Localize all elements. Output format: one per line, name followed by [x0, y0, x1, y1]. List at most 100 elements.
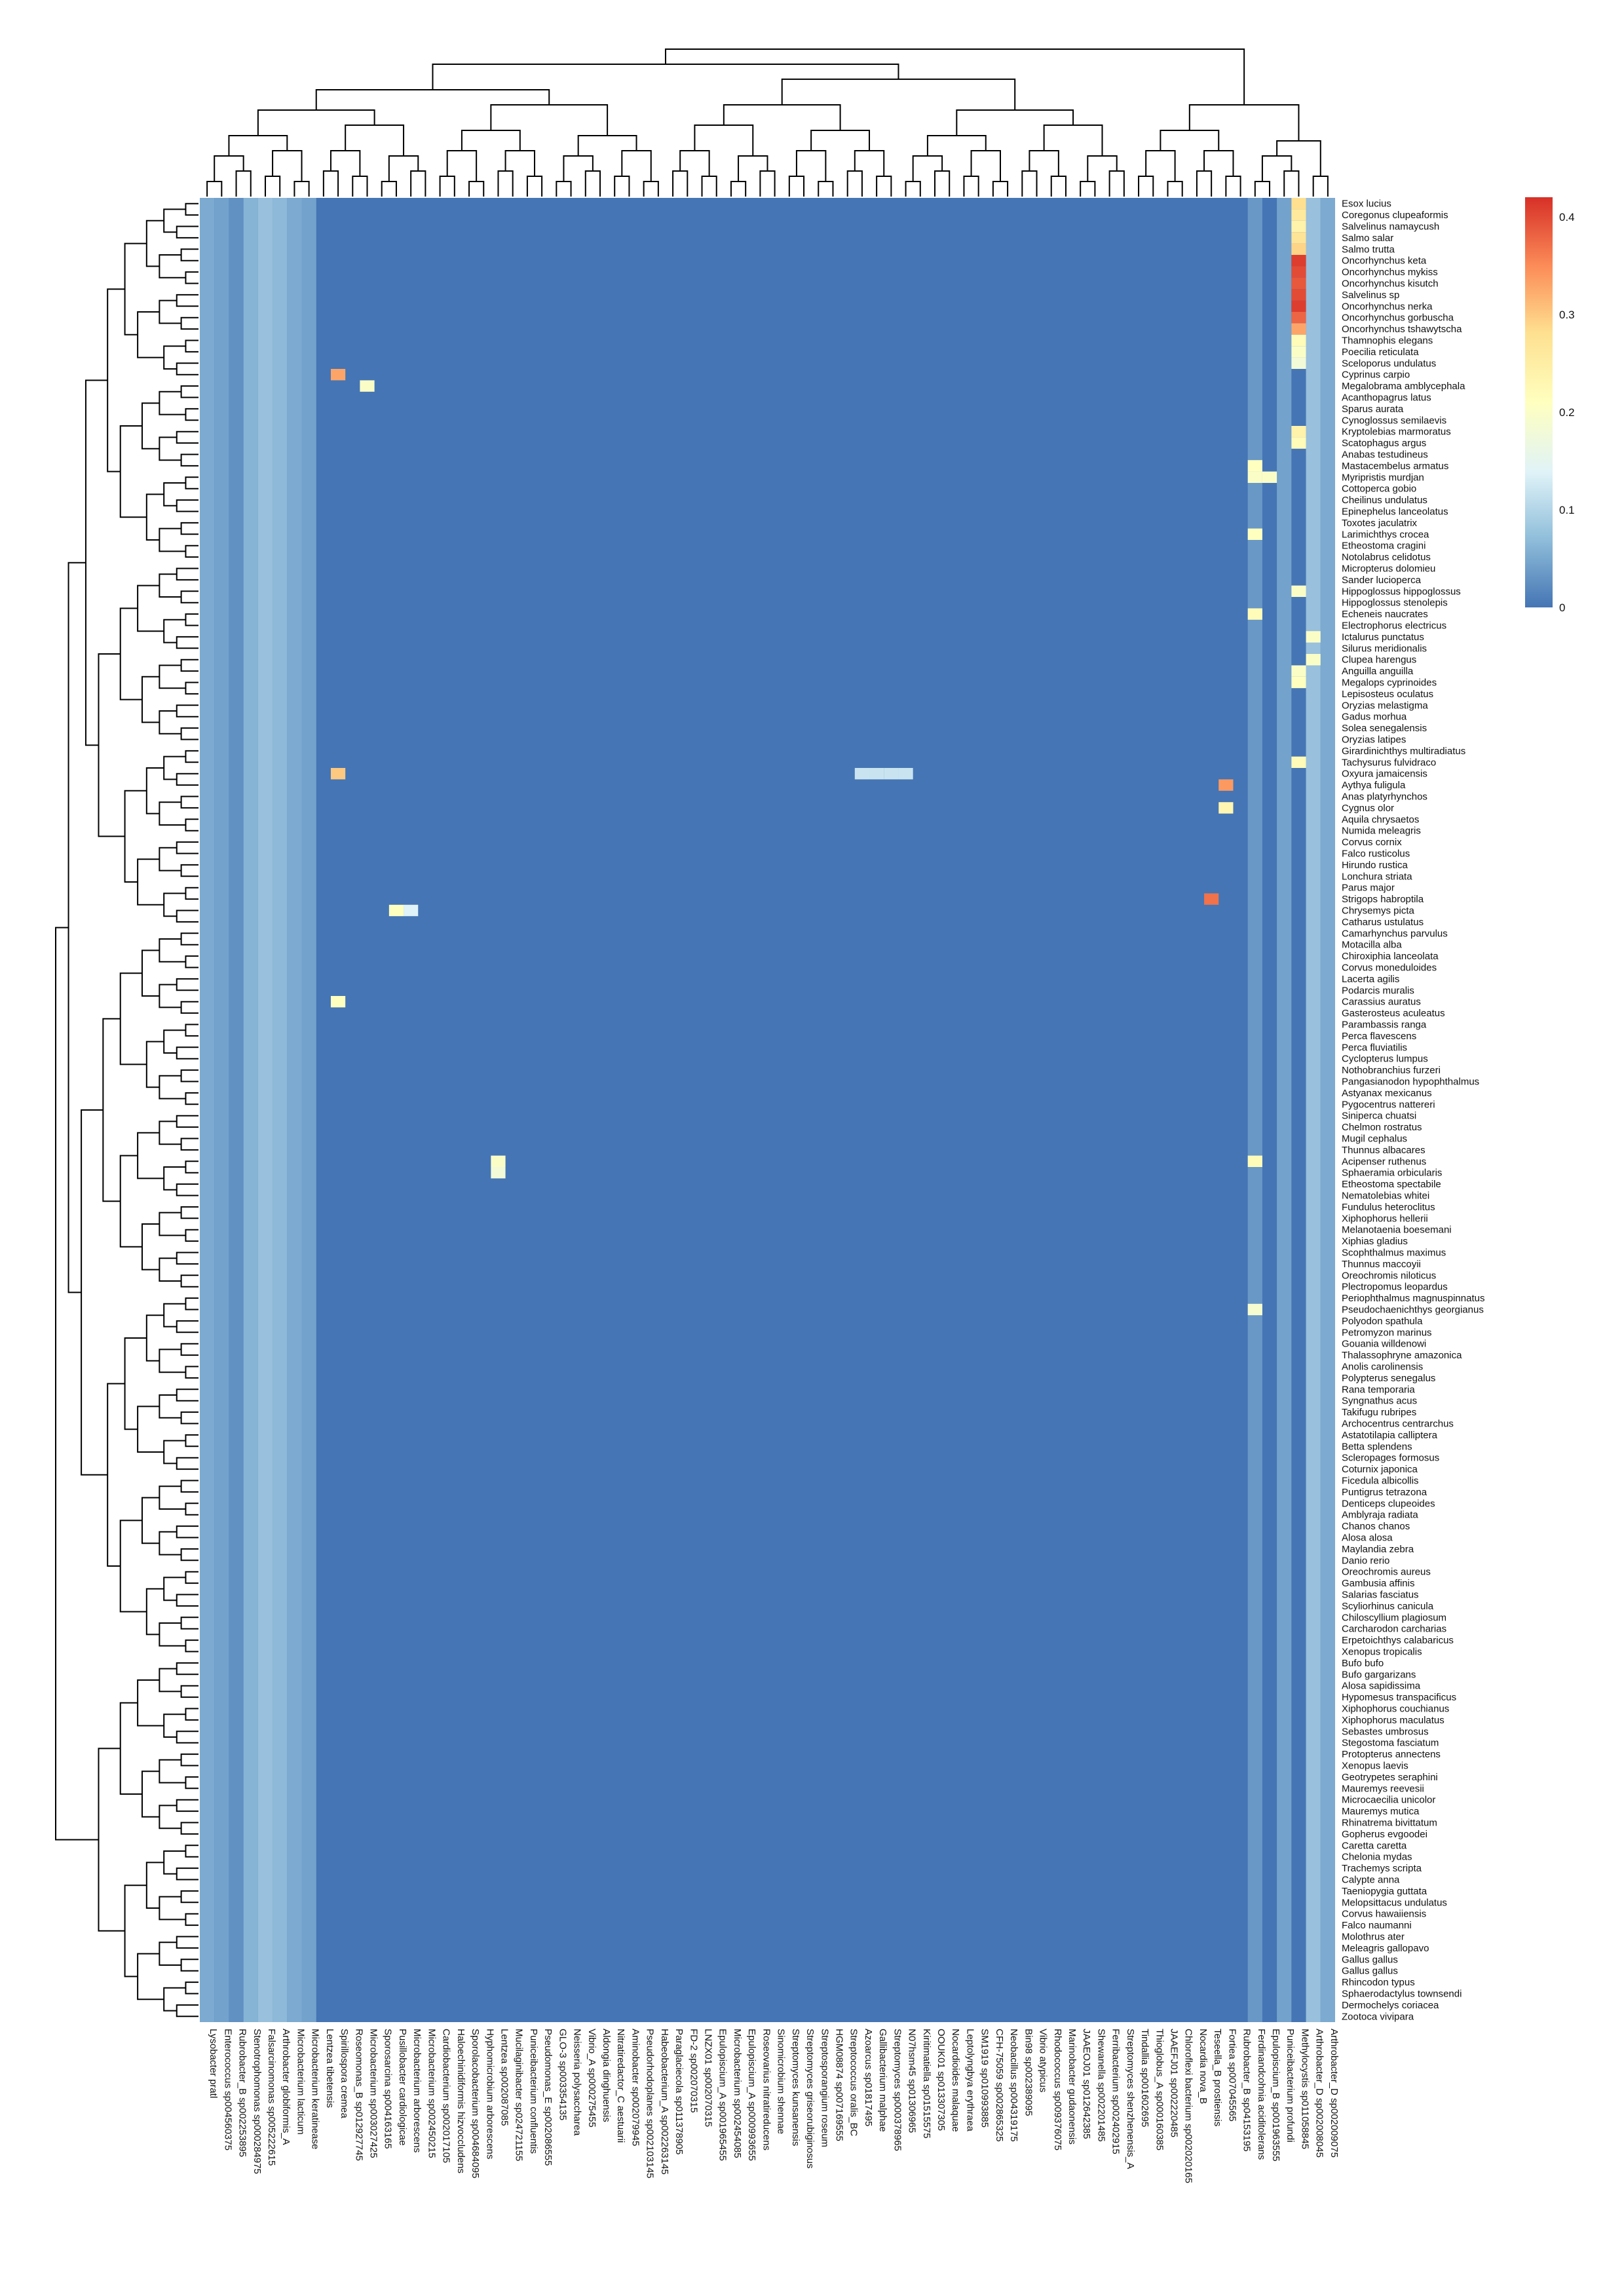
row-label: Cheilinus undulatus [1342, 495, 1427, 506]
row-dendrogram-link [159, 1075, 186, 1100]
row-label: Molothrus ater [1342, 1932, 1405, 1943]
row-dendrogram-link [185, 408, 198, 421]
row-label: Chiloscyllium plagiosum [1342, 1612, 1446, 1623]
row-label: Scophthalmus maximus [1342, 1248, 1446, 1259]
row-dendrogram-link [185, 681, 198, 695]
row-dendrogram-link [159, 1668, 181, 1693]
row-dendrogram-link [119, 607, 142, 700]
row-label: Aythya fuligula [1342, 780, 1406, 791]
column-label: Arthrobacter globiformis_A [280, 2029, 292, 2145]
row-label: Plectropomus leopardus [1342, 1282, 1448, 1293]
row-label: Mastacembelus armatus [1342, 461, 1448, 472]
row-label: Puntigrus tetrazona [1342, 1487, 1427, 1498]
column-dendrogram-link [1087, 155, 1118, 182]
column-labels: Lysobacter pratl Enterococcus sp004560375… [208, 2029, 1340, 2183]
column-dendrogram-link [723, 104, 841, 130]
row-label: Takifugu rubripes [1342, 1407, 1416, 1418]
row-label: Xenopus tropicalis [1342, 1647, 1422, 1658]
heatmap-band [273, 198, 288, 2022]
row-label: Taeniopygia guttata [1342, 1886, 1427, 1897]
row-dendrogram-link [163, 1303, 186, 1328]
column-label: Microbacterium arborescens [411, 2029, 423, 2152]
column-dendrogram-link [846, 170, 863, 197]
row-dendrogram-link [163, 1440, 186, 1464]
row-label: Coregonus clupeaformis [1342, 210, 1448, 221]
column-label: Roseomonas_B sp012927745 [353, 2029, 364, 2161]
heatmap-cells [330, 198, 1321, 1316]
column-dendrogram-link [584, 170, 601, 197]
row-label: Erpetoichthys calabaricus [1342, 1635, 1454, 1646]
row-label: Myripristis murdjan [1342, 472, 1424, 483]
row-label: Ficedula albicollis [1342, 1476, 1419, 1487]
heatmap-cell [1291, 232, 1306, 244]
column-dendrogram-link [490, 104, 609, 136]
row-dendrogram-link [163, 482, 186, 507]
row-label: Lacerta agilis [1342, 974, 1399, 985]
heatmap-cell [1291, 266, 1306, 278]
column-dendrogram-link [315, 88, 550, 110]
row-label: Geotrypetes seraphini [1342, 1772, 1438, 1783]
row-dendrogram-link [107, 288, 125, 472]
row-dendrogram-link [159, 801, 186, 826]
column-label: Lysobacter pratl [208, 2029, 219, 2098]
row-dendrogram-link [159, 1212, 186, 1236]
row-dendrogram-link [141, 1770, 160, 1818]
row-dendrogram-link [163, 756, 186, 780]
row-dendrogram-link [176, 1115, 198, 1128]
row-label: Clupea harengus [1342, 655, 1416, 666]
column-dendrogram-link [352, 176, 368, 197]
row-dendrogram-link [180, 522, 198, 535]
row-dendrogram-link [185, 545, 198, 558]
row-dendrogram-link [185, 1024, 198, 1037]
column-dendrogram-link [330, 149, 361, 177]
column-dendrogram-link [264, 176, 281, 197]
column-label: Methylocystis sp011058845 [1299, 2029, 1310, 2149]
column-dendrogram-link [905, 181, 921, 197]
column-label: Neobacillus sp004319175 [1008, 2029, 1019, 2142]
column-dendrogram-link [738, 155, 768, 182]
row-label: Parus major [1342, 883, 1395, 894]
heatmap-cell [330, 768, 346, 780]
column-label: Ferdinandcohnia aciditolerans [1256, 2029, 1267, 2160]
heatmap-cell [1291, 756, 1306, 768]
row-label: Lonchura striata [1342, 871, 1412, 882]
row-label: Oncorhynchus keta [1342, 256, 1427, 267]
heatmap-cell [1247, 460, 1262, 472]
heatmap-cell [869, 768, 884, 780]
row-dendrogram-link [159, 1759, 186, 1784]
heatmap-cell [1247, 608, 1262, 620]
colorbar-tick-label: 0 [1559, 602, 1565, 614]
row-label: Cottoperca gobio [1342, 484, 1416, 495]
heatmap-band [200, 198, 215, 2022]
heatmap-background [200, 198, 1335, 2022]
column-label: Leptolyngbya erythraea [964, 2029, 975, 2132]
row-dendrogram-link [176, 704, 198, 718]
row-label: Larimichthys crocea [1342, 529, 1429, 540]
row-label: Megalobrama amblycephala [1342, 381, 1465, 392]
row-dendrogram-link [180, 1343, 198, 1356]
row-label: Astyanax mexicanus [1342, 1088, 1432, 1099]
heatmap-cell [1291, 243, 1306, 255]
row-dendrogram-link [180, 590, 198, 603]
row-label: Oncorhynchus gorbuscha [1342, 313, 1454, 324]
colorbar-ticks: 0 0.1 0.2 0.3 0.4 [1559, 211, 1575, 614]
row-dendrogram-link [159, 391, 186, 415]
row-label: Oryzias latipes [1342, 735, 1406, 746]
column-label: Ferribacterium sp002402915 [1110, 2029, 1122, 2154]
heatmap-cell [491, 1167, 506, 1179]
row-label: Gouania willdenowi [1342, 1339, 1426, 1350]
row-label: Syngnathus acus [1342, 1396, 1417, 1407]
row-dendrogram-link [159, 710, 181, 735]
row-dendrogram-link [159, 1805, 181, 1829]
column-dendrogram-link [1254, 181, 1271, 197]
row-dendrogram-link [176, 1936, 198, 1949]
heatmap-cell [491, 1155, 506, 1167]
row-dendrogram-link [159, 1942, 181, 1966]
row-label: Hirundo rustica [1342, 860, 1408, 871]
row-dendrogram-link [124, 1337, 147, 1430]
row-label: Calypte anna [1342, 1875, 1400, 1886]
row-label: Electrophorus electricus [1342, 621, 1446, 632]
row-dendrogram-link [163, 208, 186, 233]
row-dendrogram-link [159, 299, 181, 324]
row-label: Hippoglossus hippoglossus [1342, 586, 1461, 597]
